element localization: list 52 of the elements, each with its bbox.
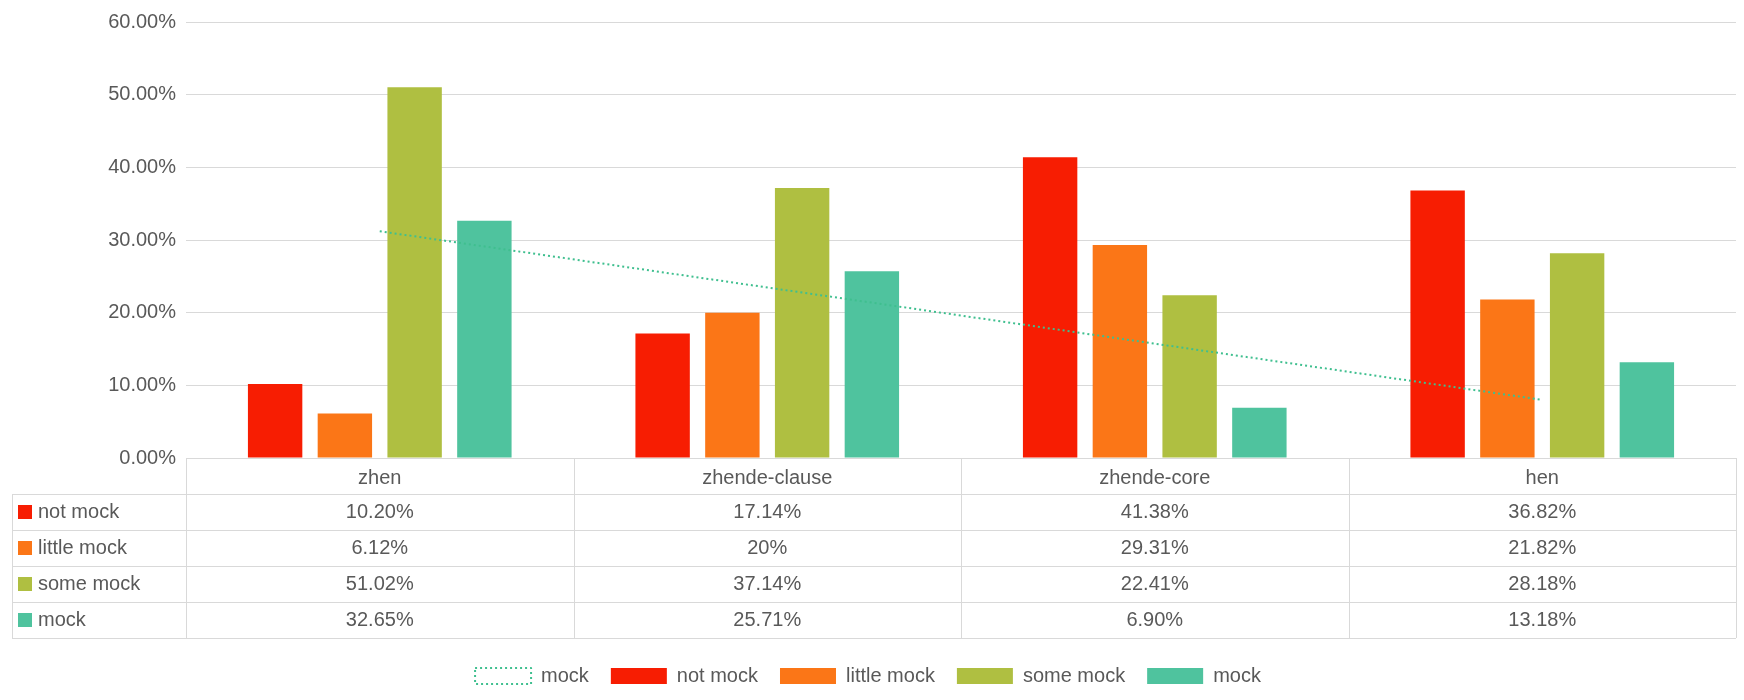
- data-label: 22.41%: [1120, 571, 1189, 594]
- text: little mock: [38, 535, 127, 558]
- data-label: 28.18%: [1508, 571, 1577, 594]
- y-tick-label: 0.00%: [119, 445, 177, 468]
- bar: [1549, 253, 1605, 458]
- x-tick-label: hen: [1525, 465, 1559, 488]
- data-label: 13.18%: [1508, 607, 1577, 630]
- data-label: 36.82%: [1508, 499, 1577, 522]
- data-label: 6.12%: [351, 535, 409, 558]
- bar: [317, 413, 373, 458]
- x-tick-label: zhende-core: [1099, 465, 1211, 488]
- data-label: 51.02%: [345, 571, 414, 594]
- text: mock: [38, 607, 86, 630]
- y-tick-label: 40.00%: [108, 154, 177, 177]
- bar: [635, 333, 690, 458]
- y-tick-label: 10.00%: [108, 372, 177, 395]
- y-tick-label: 60.00%: [108, 9, 177, 32]
- data-label: 10.20%: [345, 499, 414, 522]
- x-tick-label: zhen: [358, 465, 402, 488]
- data-label: 32.65%: [345, 607, 414, 630]
- data-label: 25.71%: [733, 607, 802, 630]
- legend-label: little mock: [846, 663, 936, 686]
- data-label: 29.31%: [1120, 535, 1189, 558]
- bar: [774, 188, 830, 458]
- data-label: 6.90%: [1126, 607, 1184, 630]
- bar: [1092, 245, 1148, 458]
- legend-label: not mock: [38, 499, 121, 522]
- legend-label: mock: [1213, 663, 1262, 686]
- text: some mock: [38, 571, 141, 594]
- data-label: 17.14%: [733, 499, 802, 522]
- y-tick-label: 50.00%: [108, 82, 177, 105]
- bar: [1162, 295, 1217, 458]
- bar: [844, 271, 900, 458]
- bar: [247, 383, 303, 458]
- bar: [1232, 407, 1287, 458]
- y-tick-label: 30.00%: [108, 227, 177, 250]
- bar: [705, 312, 760, 458]
- bar: [1480, 299, 1535, 458]
- bar: [1410, 190, 1465, 458]
- text: not mock: [676, 663, 759, 686]
- data-label: 21.82%: [1508, 535, 1577, 558]
- legend-label: some mock: [1022, 663, 1127, 686]
- bar: [1619, 362, 1675, 458]
- y-tick-label: 20.00%: [108, 300, 177, 323]
- bar: [387, 87, 442, 458]
- bar: [457, 220, 512, 458]
- data-label: 37.14%: [733, 571, 802, 594]
- data-label: 41.38%: [1120, 499, 1189, 522]
- x-tick-label: zhende-clause: [702, 465, 833, 488]
- bar: [1022, 157, 1078, 458]
- data-label: 20%: [747, 535, 788, 558]
- legend-label: mock: [541, 663, 590, 686]
